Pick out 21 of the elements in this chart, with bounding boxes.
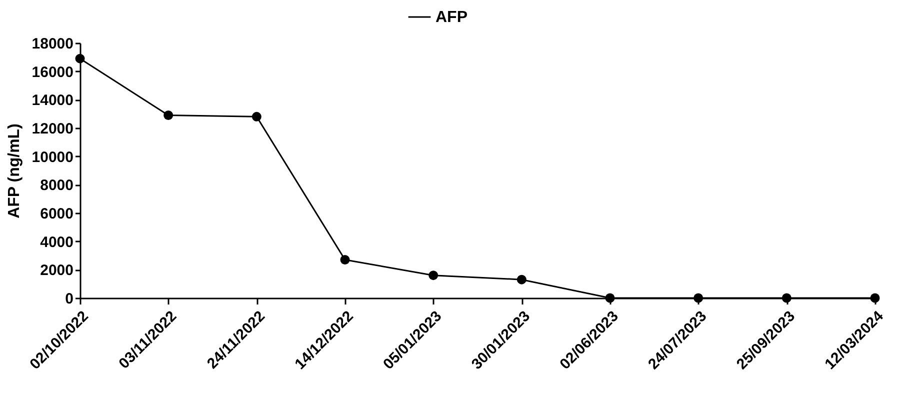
point: [75, 54, 85, 64]
point: [164, 110, 174, 120]
y-tick-label: 0: [65, 290, 74, 308]
point: [782, 293, 792, 303]
y-tick-label: 2000: [40, 262, 74, 280]
point: [605, 293, 615, 303]
y-tick-label: 6000: [40, 206, 74, 222]
y-tick-label: 10000: [32, 148, 74, 166]
point: [428, 270, 438, 280]
y-tick-label: 14000: [32, 92, 74, 110]
y-tick-label: 8000: [40, 177, 74, 194]
y-axis-title: AFP (ng/mL): [6, 124, 23, 218]
point: [252, 112, 262, 122]
point: [340, 255, 350, 264]
legend-label: AFP: [436, 9, 468, 26]
y-tick-label: 12000: [32, 120, 74, 138]
y-tick-label: 16000: [32, 64, 74, 81]
y-tick-label: 18000: [32, 36, 74, 52]
y-tick-label: 4000: [40, 234, 74, 251]
point: [516, 274, 526, 284]
point: [694, 293, 704, 303]
